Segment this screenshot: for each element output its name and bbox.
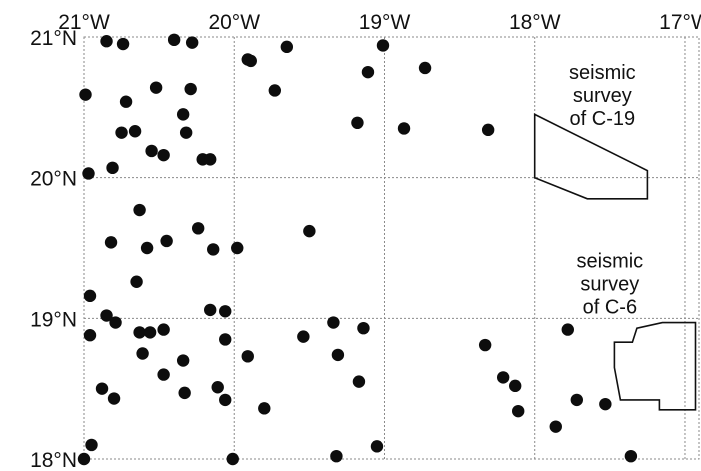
site-marker — [115, 126, 128, 139]
survey-label-line: seismic — [569, 62, 636, 84]
site-marker — [241, 53, 254, 66]
drill-sites — [77, 33, 638, 466]
survey-label-line: of C-6 — [583, 297, 637, 319]
site-marker — [599, 397, 612, 411]
site-marker — [167, 33, 181, 47]
longitude-tick-label: 17°W — [659, 11, 701, 34]
site-marker — [178, 386, 191, 400]
site-marker — [376, 39, 390, 52]
survey-area-c-19 — [533, 113, 649, 200]
site-marker — [418, 61, 432, 75]
site-marker — [370, 440, 384, 453]
site-marker — [258, 402, 271, 415]
site-marker — [106, 161, 119, 175]
site-marker — [241, 350, 254, 363]
site-marker — [509, 379, 522, 393]
axis-ticks: 21°W 20°W 19°W 18°W 17°W 21°N 20°N 19°N 18°N — [30, 11, 701, 471]
site-marker — [85, 438, 98, 452]
site-marker — [481, 123, 495, 137]
longitude-tick-label: 20°W — [208, 11, 260, 34]
site-marker — [119, 95, 133, 108]
site-marker — [231, 241, 244, 255]
survey-label-line: survey — [573, 85, 632, 107]
site-marker — [303, 224, 316, 238]
site-marker — [100, 309, 113, 322]
site-marker — [82, 167, 95, 180]
survey-area-c-6 — [613, 321, 697, 411]
site-marker — [83, 289, 97, 303]
site-marker — [207, 243, 220, 256]
site-marker — [109, 316, 122, 329]
site-marker — [157, 323, 170, 336]
longitude-tick-label: 18°W — [509, 11, 561, 34]
site-marker — [136, 347, 149, 360]
map-grid — [83, 36, 700, 460]
site-marker — [133, 203, 146, 217]
site-marker — [176, 108, 190, 121]
site-marker — [176, 354, 190, 367]
latitude-tick-label: 20°N — [30, 168, 77, 191]
site-marker — [116, 37, 130, 51]
site-marker — [397, 122, 411, 135]
site-marker — [330, 449, 343, 463]
site-marker — [204, 303, 217, 317]
site-marker — [331, 348, 345, 362]
site-marker — [128, 125, 142, 138]
site-marker — [211, 381, 224, 394]
site-marker — [77, 452, 91, 466]
site-marker — [83, 329, 97, 342]
site-marker — [157, 368, 170, 381]
site-marker — [478, 338, 492, 352]
site-marker — [184, 82, 197, 96]
site-marker — [157, 148, 170, 162]
site-marker — [361, 65, 375, 79]
site-marker — [226, 452, 239, 466]
site-marker — [297, 330, 310, 343]
site-marker — [512, 404, 525, 418]
site-marker — [268, 84, 282, 97]
survey-label-line: of C-19 — [570, 108, 636, 130]
site-marker — [352, 375, 366, 388]
site-marker — [104, 236, 118, 249]
site-marker — [191, 222, 205, 235]
site-marker — [185, 36, 199, 49]
site-marker — [149, 81, 163, 94]
site-marker — [219, 393, 232, 407]
site-marker — [219, 333, 232, 346]
latitude-tick-label: 19°N — [30, 308, 77, 331]
site-marker — [496, 371, 510, 384]
survey-label-line: seismic — [577, 251, 644, 273]
site-marker — [133, 326, 146, 339]
site-marker — [107, 392, 121, 405]
site-marker — [204, 153, 217, 166]
map-frame — [83, 36, 700, 460]
site-marker — [100, 35, 113, 48]
site-marker — [327, 316, 340, 329]
site-marker — [143, 326, 157, 339]
site-marker — [160, 234, 173, 248]
site-marker — [561, 323, 574, 336]
latitude-tick-label: 18°N — [30, 449, 77, 471]
site-marker — [145, 144, 158, 158]
longitude-tick-label: 19°W — [359, 11, 411, 34]
site-marker — [280, 40, 294, 54]
site-marker — [624, 449, 638, 463]
site-marker — [179, 126, 193, 139]
site-marker — [219, 305, 232, 318]
site-marker — [357, 321, 370, 335]
latitude-tick-label: 21°N — [30, 27, 77, 50]
site-marker — [140, 241, 154, 255]
site-marker — [130, 275, 143, 288]
site-marker — [351, 116, 364, 130]
site-marker — [79, 88, 92, 101]
site-marker — [549, 420, 562, 433]
site-marker — [570, 393, 583, 407]
longitude-tick-label: 21°W — [58, 11, 110, 34]
survey-label-line: survey — [580, 274, 639, 296]
site-marker — [95, 382, 109, 395]
